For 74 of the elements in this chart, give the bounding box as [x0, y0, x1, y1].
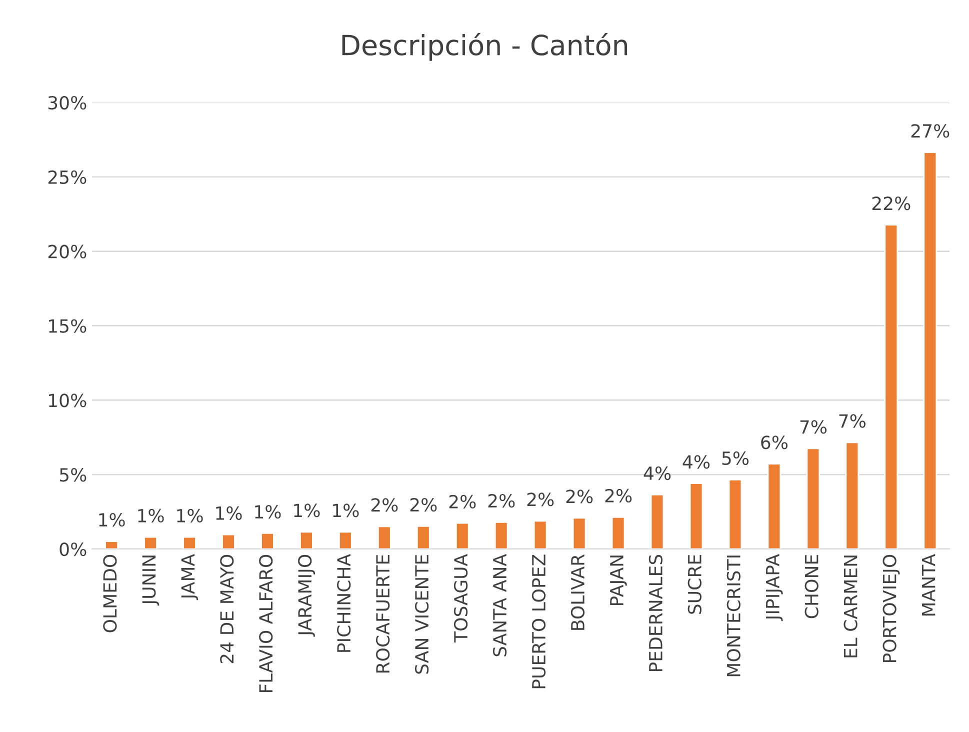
- x-tick-label: JIPIJAPA: [766, 554, 783, 622]
- y-tick-label: 25%: [48, 170, 86, 184]
- bar: [144, 536, 158, 549]
- data-label: 2%: [371, 498, 398, 512]
- y-tick-label: 30%: [48, 96, 86, 110]
- y-tick-label: 5%: [60, 468, 86, 482]
- bar: [222, 534, 236, 549]
- data-label: 1%: [138, 508, 164, 522]
- x-tick-label: MONTECRISTI: [726, 556, 740, 676]
- x-tick-label: PICHINCHA: [337, 554, 351, 652]
- bar: [494, 522, 508, 549]
- bar: [806, 448, 820, 549]
- x-tick-label: JARAMIJO: [298, 554, 316, 637]
- data-label: 2%: [605, 488, 632, 503]
- bar: [884, 224, 898, 549]
- x-tick-label: SANTA ANA: [492, 554, 507, 656]
- data-label: 2%: [566, 490, 593, 504]
- x-tick-label: JAMA: [181, 554, 198, 600]
- bar: [650, 494, 664, 549]
- data-label: 1%: [255, 504, 281, 519]
- bar: [923, 152, 938, 549]
- bar: [845, 442, 860, 549]
- y-tick-label: 10%: [49, 394, 86, 408]
- y-tick-label: 15%: [49, 319, 86, 333]
- data-label: 22%: [872, 196, 910, 210]
- bar: [182, 536, 196, 549]
- data-label: 27%: [911, 124, 950, 138]
- x-tick-label: CHONE: [804, 555, 818, 618]
- bar: [689, 482, 704, 549]
- bar: [767, 463, 782, 549]
- data-label: 4%: [682, 455, 710, 469]
- bar: [377, 526, 392, 549]
- x-tick-label: PAJAN: [610, 556, 627, 606]
- x-tick-label: PUERTO LOPEZ: [532, 554, 546, 688]
- data-label: 1%: [177, 508, 203, 522]
- x-tick-label: EL CARMEN: [844, 556, 858, 658]
- data-label: 1%: [216, 506, 242, 520]
- y-tick-label: 20%: [48, 244, 86, 258]
- data-label: 1%: [333, 504, 359, 518]
- chart-title: Descripción - Cantón: [342, 32, 628, 61]
- bar: [572, 517, 586, 549]
- data-label: 5%: [722, 451, 749, 466]
- x-tick-label: ROCAFUERTE: [376, 555, 390, 672]
- x-tick-label: SUCRE: [688, 555, 702, 614]
- data-label: 2%: [449, 494, 476, 508]
- x-tick-label: PORTOVIEJO: [882, 554, 900, 662]
- x-tick-label: BOLIVAR: [570, 554, 585, 630]
- data-label: 4%: [644, 466, 671, 480]
- bar: [533, 520, 548, 549]
- bar: [455, 522, 470, 549]
- x-tick-label: PEDERNALES: [648, 554, 663, 672]
- bar: [338, 531, 352, 549]
- x-tick-label: 24 DE MAYO: [220, 554, 234, 664]
- x-tick-label: SAN VICENTE: [414, 555, 429, 674]
- bar: [104, 540, 118, 549]
- x-tick-label: JUNIN: [142, 556, 160, 606]
- bar: [728, 478, 742, 549]
- x-tick-label: MANTA: [922, 554, 936, 616]
- bar: [300, 531, 314, 549]
- x-tick-label: FLAVIO ALFARO: [259, 554, 273, 692]
- data-label: 2%: [410, 498, 437, 512]
- data-label: 1%: [294, 504, 320, 518]
- y-tick-label: 0%: [60, 542, 86, 556]
- data-label: 6%: [761, 436, 788, 450]
- data-label: 2%: [527, 492, 554, 506]
- data-label: 1%: [99, 512, 125, 527]
- x-tick-label: OLMEDO: [103, 554, 117, 632]
- data-label: 7%: [800, 420, 827, 434]
- data-label: 2%: [488, 494, 515, 508]
- x-tick-label: TOSAGUA: [454, 554, 468, 643]
- bar: [260, 532, 274, 549]
- data-label: 7%: [839, 414, 866, 428]
- bar: [611, 516, 626, 549]
- bar: [416, 526, 430, 549]
